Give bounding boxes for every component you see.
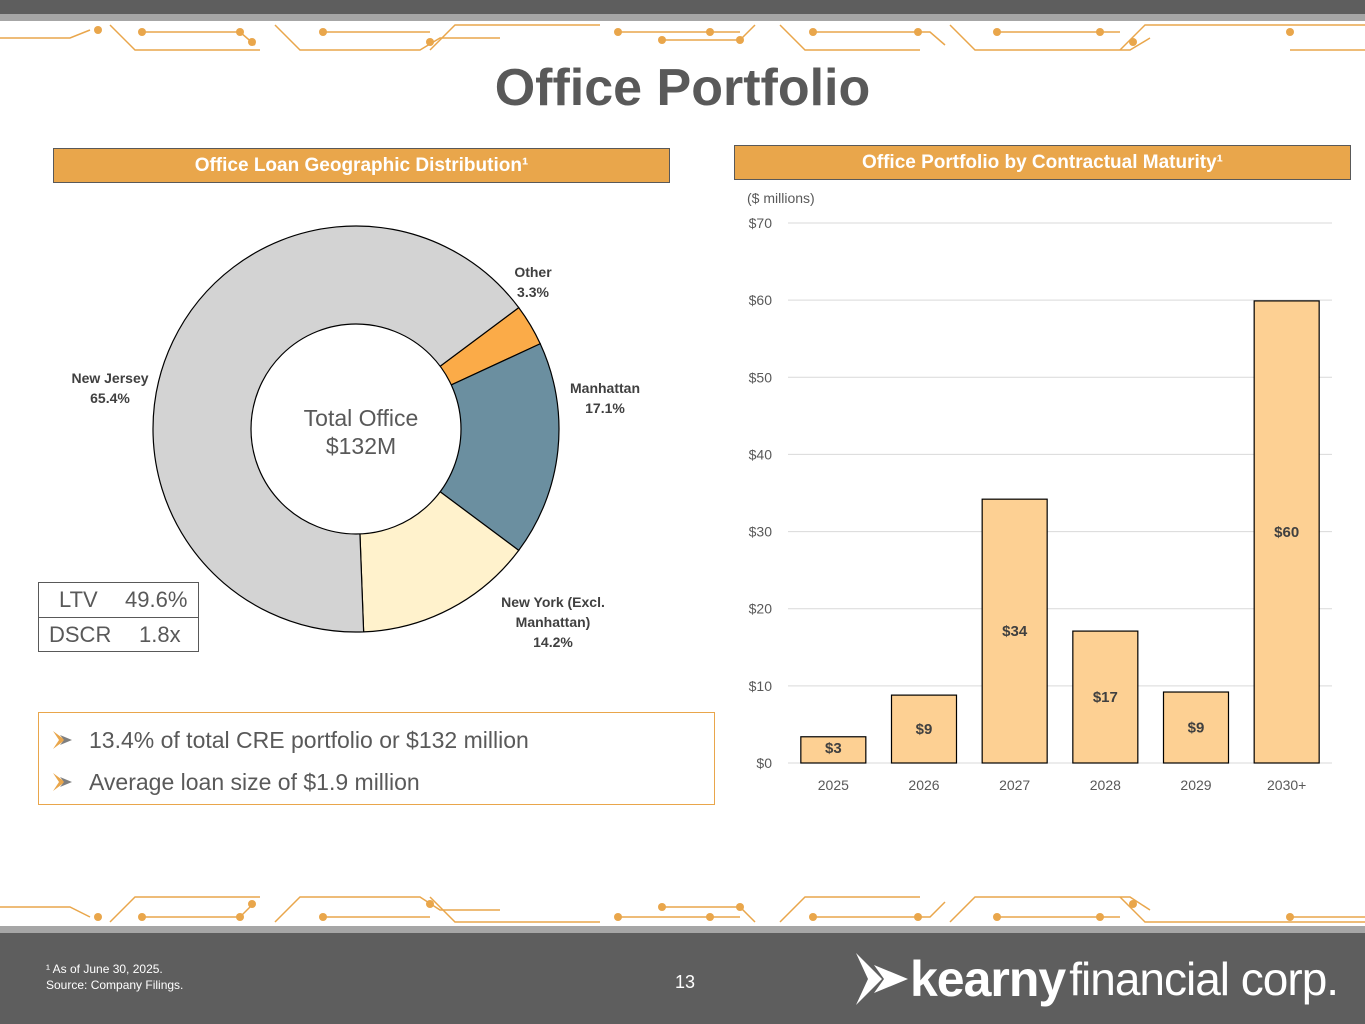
bar-2030+ [1253,300,1320,764]
page-number: 13 [674,972,696,992]
kearny-logo-icon [856,953,908,1005]
y-tick-label: $20 [749,601,773,617]
logo-wordmark-light: financial corp. [1069,953,1339,1005]
footnote-source: Source: Company Filings. [46,978,184,992]
footer-band-light [0,926,1365,933]
pie-label-other-value: 3.3% [517,284,549,300]
pie-label-other-name: Other [514,264,552,280]
circuit-decoration-bottom [0,896,1365,923]
footnote: ¹ As of June 30, 2025. Source: Company F… [46,961,183,993]
bar-2026 [890,694,958,764]
bar-data-label: $3 [825,740,842,757]
summary-bullet: 13.4% of total CRE portfolio or $132 mil… [39,719,714,761]
bar-data-label: $9 [1188,720,1205,737]
pie-label-new-york-name2: Manhattan) [515,614,591,630]
metrics-table: LTV 49.6% DSCR 1.8x [38,582,199,652]
summary-box: 13.4% of total CRE portfolio or $132 mil… [38,712,715,805]
maturity-bar-chart: $0$10$20$30$40$50$60$70 $3$9$34$17$9$60 … [749,215,1332,793]
metric-ltv-label: LTV [59,587,98,612]
metric-row-dscr: DSCR 1.8x [39,617,198,652]
summary-bullet: Average loan size of $1.9 million [39,761,714,803]
x-tick-label: 2029 [1180,777,1211,793]
x-tick-label: 2027 [999,777,1030,793]
bar-2025 [800,736,867,764]
bar-data-label: $17 [1093,689,1118,706]
y-tick-label: $40 [749,446,773,462]
pie-label-other: Other 3.3% [493,262,573,302]
bar-2027 [981,498,1048,764]
y-axis-units: ($ millions) [747,190,815,206]
geographic-distribution-heading: Office Loan Geographic Distribution¹ [53,148,670,183]
pie-label-new-jersey-name: New Jersey [71,370,149,386]
pie-label-manhattan: Manhattan 17.1% [555,378,655,418]
pie-label-new-york: New York (Excl. Manhattan) 14.2% [483,592,623,652]
pie-label-new-york-name: New York (Excl. [501,594,605,610]
x-tick-label: 2025 [818,777,849,793]
metric-dscr-value: 1.8x [139,622,181,647]
donut-center-label: Total Office $132M [256,404,466,460]
top-band [0,0,1365,14]
y-tick-label: $30 [749,524,773,540]
bar-2029 [1162,691,1230,764]
bar-2028 [1072,630,1139,764]
donut-center-total: $132M [325,433,397,459]
metric-ltv-value: 49.6% [125,587,188,612]
page-title: Office Portfolio [494,59,871,117]
arrow-bullet-icon [53,731,72,749]
summary-bullet-text: 13.4% of total CRE portfolio or $132 mil… [89,726,529,753]
donut-center-line1: Total Office [303,405,419,431]
donut-hole [250,323,462,535]
metric-dscr-label: DSCR [49,622,112,647]
y-tick-label: $50 [749,369,773,385]
y-tick-label: $60 [749,292,773,308]
footnote-date: ¹ As of June 30, 2025. [46,962,163,976]
metric-row-ltv: LTV 49.6% [39,583,198,617]
x-tick-label: 2026 [908,777,939,793]
arrow-bullet-icon [53,773,72,791]
bar-data-label: $34 [1002,623,1028,640]
pie-label-new-jersey: New Jersey 65.4% [55,368,165,408]
summary-bullet-text: Average loan size of $1.9 million [89,768,420,795]
pie-label-manhattan-name: Manhattan [570,380,640,396]
kearny-logo: kearny financial corp. [850,948,1339,1010]
footer-band [0,933,1365,1024]
bar-data-label: $9 [916,721,933,738]
pie-label-new-york-value: 14.2% [533,634,573,650]
y-tick-label: $70 [749,215,773,231]
x-tick-label: 2028 [1090,777,1121,793]
maturity-heading: Office Portfolio by Contractual Maturity… [734,145,1351,180]
y-tick-label: $0 [756,755,772,771]
bar-data-label: $60 [1274,524,1299,541]
donut-chart [152,225,560,633]
x-tick-label: 2030+ [1267,777,1306,793]
y-tick-label: $10 [749,678,773,694]
pie-label-new-jersey-value: 65.4% [90,390,130,406]
circuit-decoration-top [0,24,1365,51]
pie-label-manhattan-value: 17.1% [585,400,625,416]
logo-wordmark-bold: kearny [910,951,1066,1007]
top-band-light [0,14,1365,21]
